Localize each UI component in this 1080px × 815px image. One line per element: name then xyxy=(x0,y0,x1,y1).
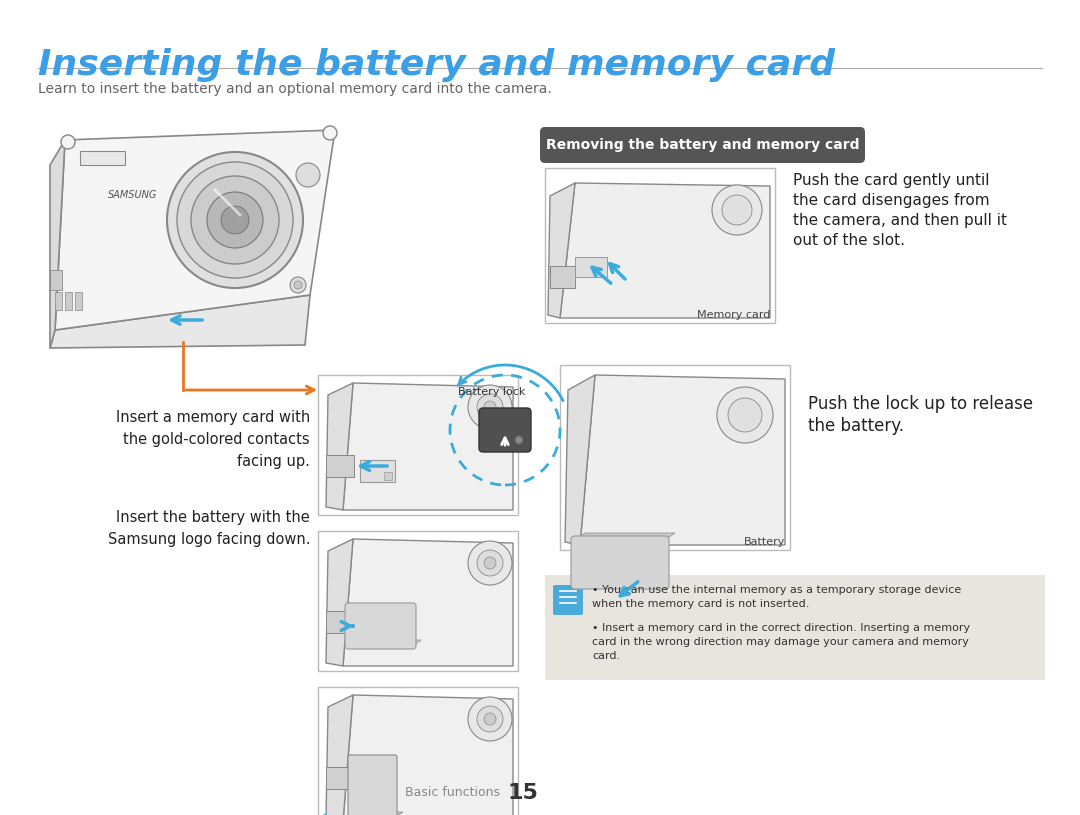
Bar xyxy=(50,270,62,290)
Circle shape xyxy=(207,192,264,248)
Bar xyxy=(75,292,82,310)
Bar xyxy=(318,531,518,671)
Circle shape xyxy=(484,401,496,413)
Circle shape xyxy=(191,176,279,264)
Polygon shape xyxy=(350,812,403,815)
Polygon shape xyxy=(565,375,595,545)
Circle shape xyxy=(167,152,303,288)
Circle shape xyxy=(712,185,762,235)
Circle shape xyxy=(323,126,337,140)
Text: the battery.: the battery. xyxy=(808,417,904,435)
Bar xyxy=(326,611,354,633)
Bar xyxy=(80,151,125,165)
Bar xyxy=(65,292,72,310)
FancyBboxPatch shape xyxy=(345,603,416,649)
Text: Inserting the battery and memory card: Inserting the battery and memory card xyxy=(38,48,835,82)
Circle shape xyxy=(468,385,512,429)
Text: Push the lock up to release: Push the lock up to release xyxy=(808,395,1034,413)
Circle shape xyxy=(296,163,320,187)
Circle shape xyxy=(468,541,512,585)
FancyBboxPatch shape xyxy=(553,585,583,615)
Text: • You can use the internal memory as a temporary storage device
when the memory : • You can use the internal memory as a t… xyxy=(592,585,961,609)
FancyBboxPatch shape xyxy=(348,755,397,815)
Circle shape xyxy=(723,195,752,225)
Bar xyxy=(384,472,392,480)
Polygon shape xyxy=(343,539,513,666)
Bar xyxy=(318,687,518,815)
Bar xyxy=(318,375,518,515)
Text: Insert a memory card with
the gold-colored contacts
facing up.: Insert a memory card with the gold-color… xyxy=(116,410,310,469)
Circle shape xyxy=(291,277,306,293)
Circle shape xyxy=(477,550,503,576)
Bar xyxy=(360,460,395,482)
FancyBboxPatch shape xyxy=(545,575,1045,680)
Text: Insert the battery with the
Samsung logo facing down.: Insert the battery with the Samsung logo… xyxy=(108,510,310,547)
Text: Battery lock: Battery lock xyxy=(458,387,525,397)
Text: the camera, and then pull it: the camera, and then pull it xyxy=(793,213,1007,228)
Text: SAMSUNG: SAMSUNG xyxy=(108,190,158,200)
Circle shape xyxy=(728,398,762,432)
Circle shape xyxy=(477,706,503,732)
Bar xyxy=(326,767,354,789)
Bar xyxy=(561,365,789,550)
Circle shape xyxy=(484,713,496,725)
Polygon shape xyxy=(348,640,421,646)
Text: Memory card: Memory card xyxy=(697,310,770,320)
Circle shape xyxy=(468,697,512,741)
Bar xyxy=(575,257,607,277)
Circle shape xyxy=(515,436,523,444)
Polygon shape xyxy=(326,695,353,815)
Circle shape xyxy=(717,387,773,443)
Text: Removing the battery and memory card: Removing the battery and memory card xyxy=(545,138,860,152)
Polygon shape xyxy=(55,130,335,330)
Polygon shape xyxy=(548,183,575,318)
Polygon shape xyxy=(561,183,770,318)
Polygon shape xyxy=(343,695,513,815)
Bar xyxy=(55,292,62,310)
Text: the card disengages from: the card disengages from xyxy=(793,193,989,208)
Polygon shape xyxy=(580,375,785,545)
Text: Battery: Battery xyxy=(744,537,785,547)
Text: Learn to insert the battery and an optional memory card into the camera.: Learn to insert the battery and an optio… xyxy=(38,82,552,96)
Text: 15: 15 xyxy=(508,783,539,803)
Polygon shape xyxy=(326,383,353,510)
Polygon shape xyxy=(50,295,310,348)
Text: out of the slot.: out of the slot. xyxy=(793,233,905,248)
Text: • Insert a memory card in the correct direction. Inserting a memory
card in the : • Insert a memory card in the correct di… xyxy=(592,623,970,661)
Text: Basic functions: Basic functions xyxy=(405,786,500,800)
Polygon shape xyxy=(50,140,65,348)
Bar xyxy=(550,266,575,288)
Circle shape xyxy=(294,281,302,289)
FancyBboxPatch shape xyxy=(571,536,669,589)
FancyBboxPatch shape xyxy=(540,127,865,163)
Bar xyxy=(326,455,354,477)
Circle shape xyxy=(221,206,249,234)
Circle shape xyxy=(177,162,293,278)
Circle shape xyxy=(477,394,503,420)
Polygon shape xyxy=(326,539,353,666)
Circle shape xyxy=(484,557,496,569)
Polygon shape xyxy=(343,383,513,510)
FancyBboxPatch shape xyxy=(480,408,531,452)
Circle shape xyxy=(60,135,75,149)
Text: Push the card gently until: Push the card gently until xyxy=(793,173,989,188)
Polygon shape xyxy=(575,533,675,540)
Bar xyxy=(545,168,775,323)
